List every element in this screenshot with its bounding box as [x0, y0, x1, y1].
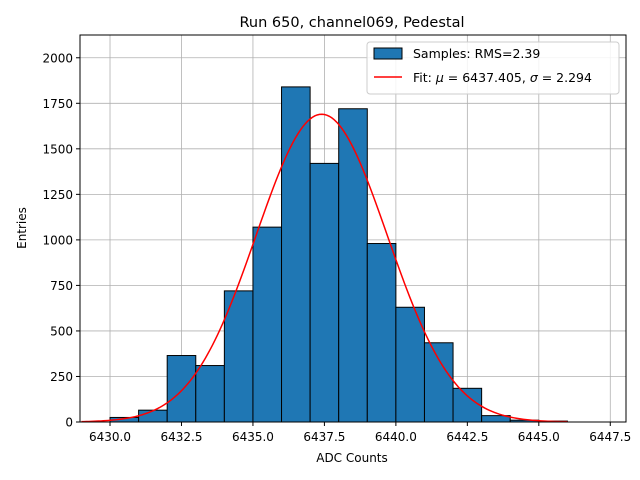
histogram-bars: [109, 86, 568, 423]
y-tick-label: 1750: [42, 97, 73, 111]
fit-curve: [81, 113, 568, 423]
legend-box: [366, 41, 620, 95]
histogram-bar: [195, 365, 225, 423]
histogram-bar: [138, 409, 168, 423]
legend-samples-swatch: [373, 47, 403, 60]
y-tick-label: 0: [65, 416, 73, 430]
histogram-bar: [366, 243, 397, 423]
y-tick-label: 2000: [42, 51, 73, 65]
y-tick-label: 250: [50, 370, 73, 384]
x-axis-label: ADC Counts: [316, 451, 388, 465]
histogram-bar: [281, 86, 311, 423]
x-tick-label: 6440.0: [375, 430, 417, 444]
x-tick-label: 6445.0: [518, 430, 560, 444]
x-tick-label: 6447.5: [589, 430, 631, 444]
y-axis-ticks: 0 250 500 750 1000 1250 1500 1750 2000: [42, 51, 80, 430]
x-axis-ticks: 6430.0 6432.5 6435.0 6437.5 6440.0 6442.5 6445…: [89, 422, 631, 444]
x-tick-label: 6437.5: [303, 430, 345, 444]
histogram-bar: [423, 342, 454, 423]
x-tick-label: 6430.0: [89, 430, 131, 444]
histogram-bar: [452, 387, 483, 423]
legend-fit-label: Fit: μ = 6437.405, σ = 2.294: [413, 70, 592, 85]
histogram-bar: [166, 355, 197, 423]
x-tick-label: 6432.5: [160, 430, 202, 444]
plot-frame: [79, 34, 627, 423]
x-tick-label: 6442.5: [446, 430, 488, 444]
chart-title: Run 650, channel069, Pedestal: [239, 15, 464, 31]
y-tick-label: 1000: [42, 233, 73, 247]
histogram-bar: [309, 162, 340, 423]
y-tick-label: 1250: [42, 188, 73, 202]
histogram-bar: [338, 108, 368, 423]
y-axis-label: Entries: [15, 207, 29, 249]
x-tick-label: 6435.0: [232, 430, 274, 444]
y-tick-label: 750: [50, 279, 73, 293]
y-tick-label: 500: [50, 324, 73, 338]
legend-samples-label: Samples: RMS=2.39: [413, 46, 540, 61]
histogram-bar: [395, 306, 425, 423]
histogram-bar: [252, 226, 283, 423]
legend: Samples: RMS=2.39 Fit: μ = 6437.405, σ =…: [366, 41, 620, 95]
y-tick-label: 1500: [42, 142, 73, 156]
